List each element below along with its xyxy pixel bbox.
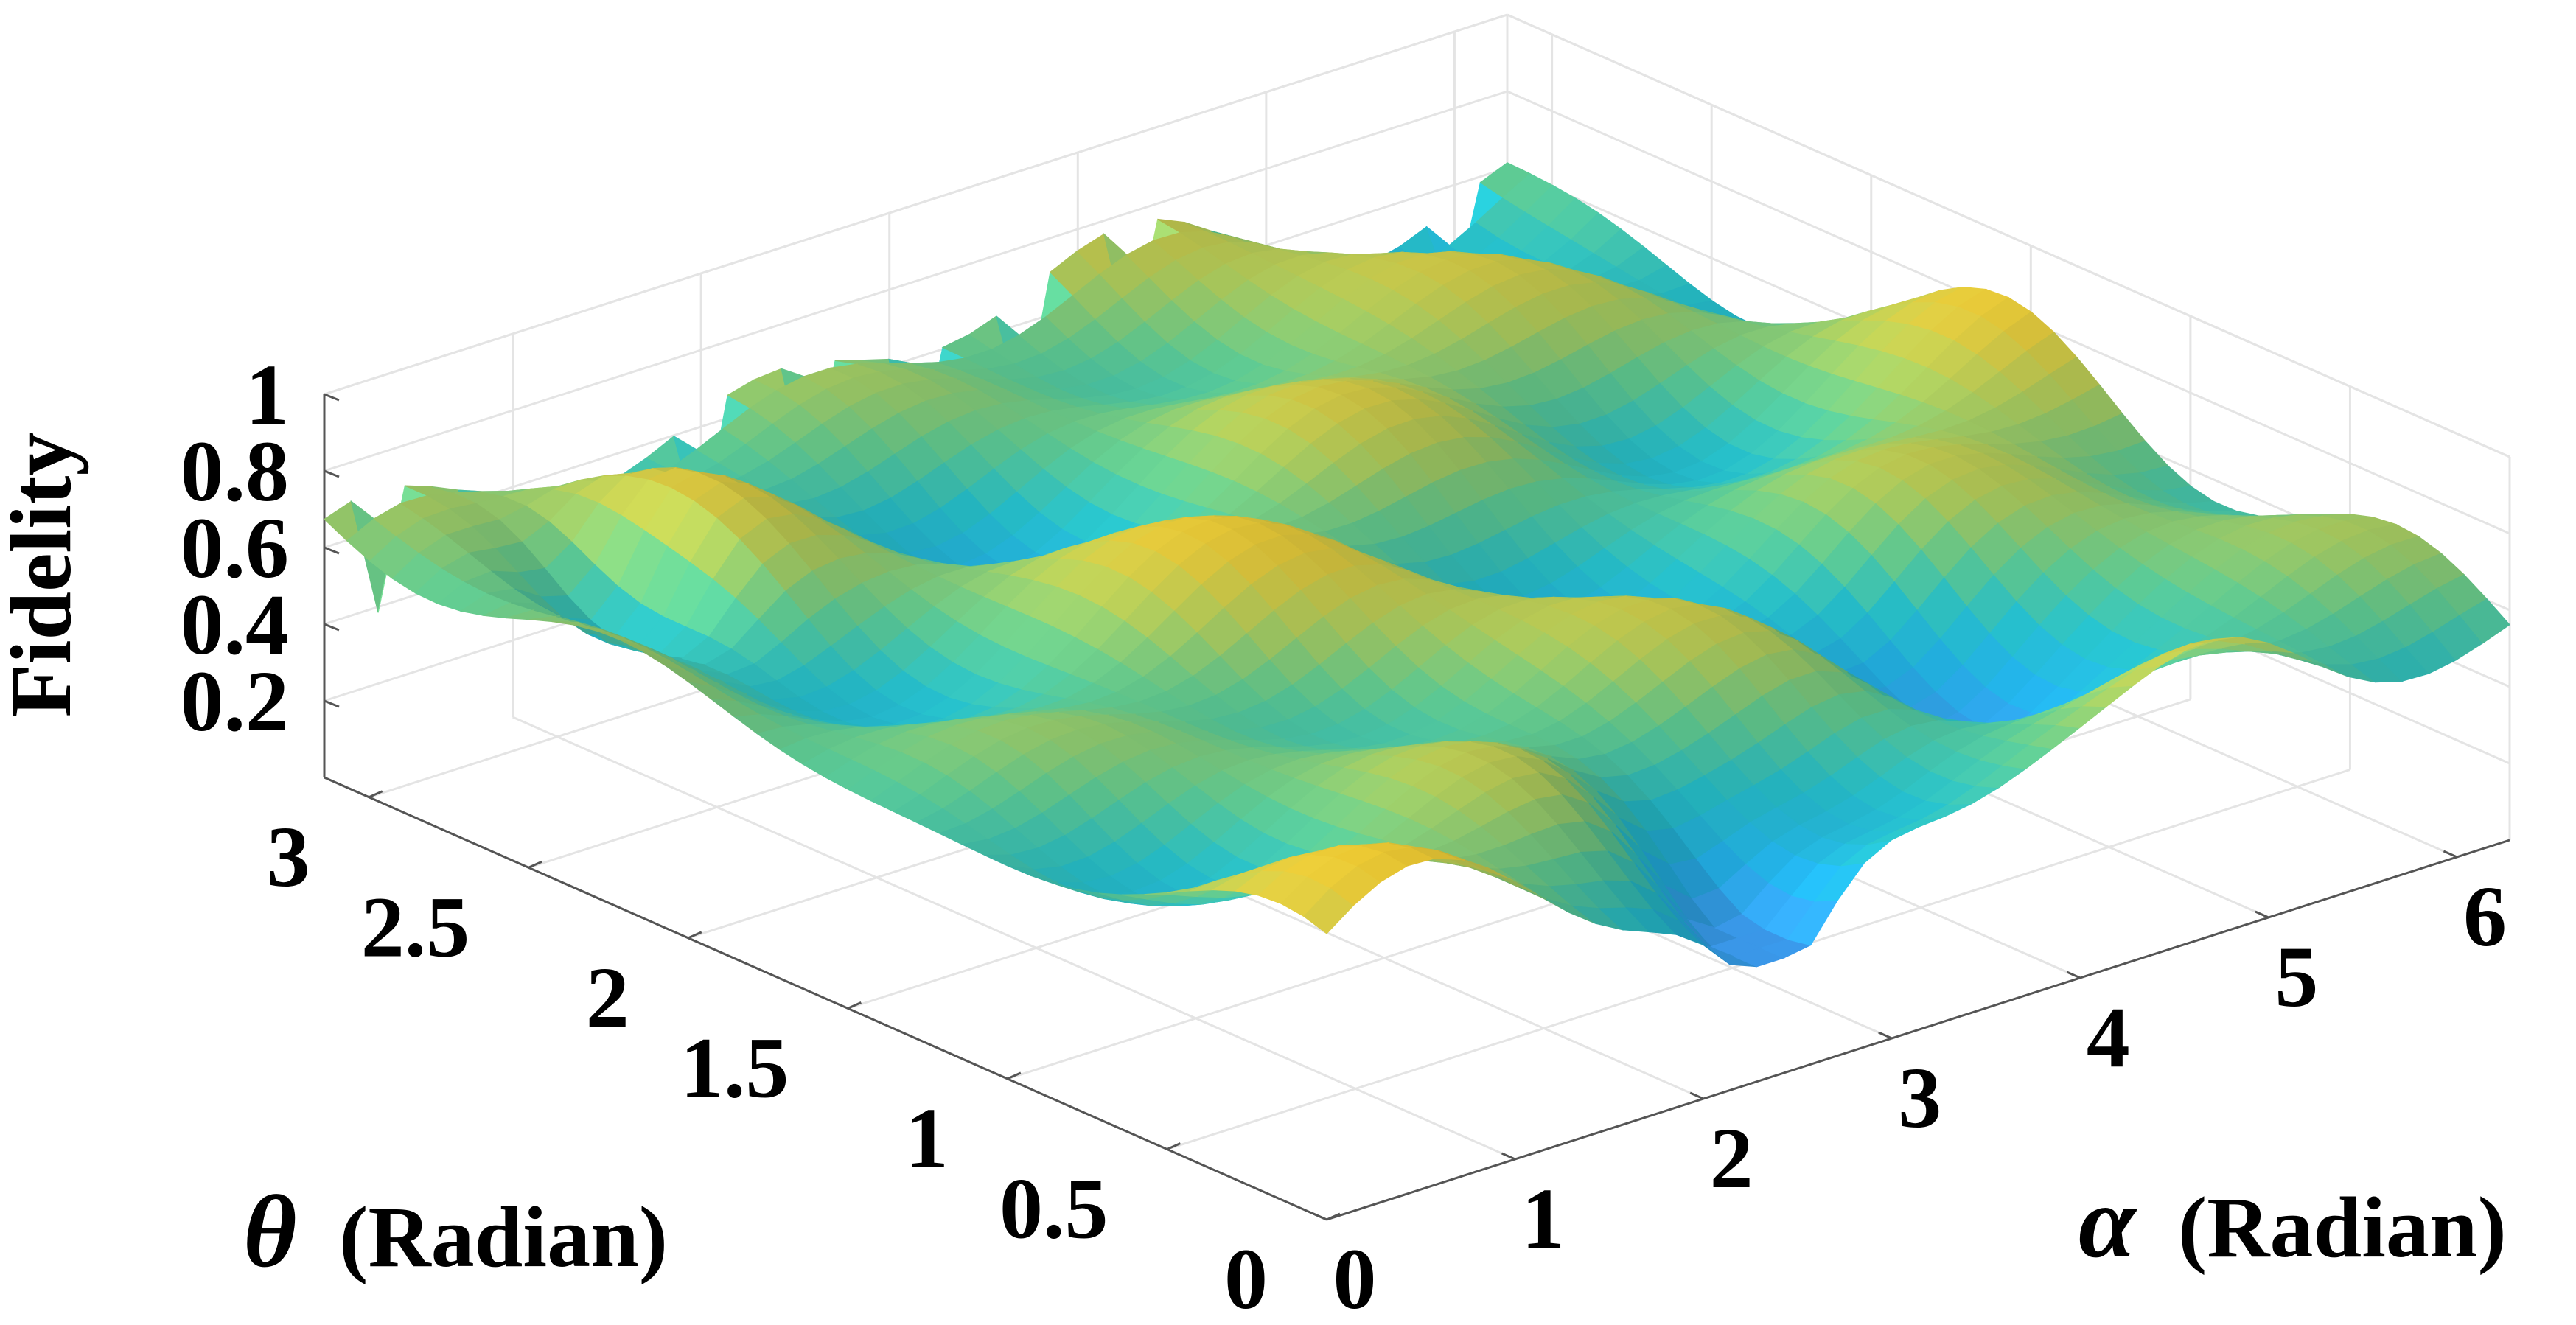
fidelity-surface [324, 162, 2510, 968]
z-tick-mark [324, 393, 340, 402]
z-tick-label: 0.8 [181, 423, 290, 520]
z-axis-label: Fidelity [0, 433, 89, 718]
y-tick-mark [1007, 1071, 1022, 1080]
y-tick-mark [1326, 1212, 1341, 1221]
box-edge [1507, 13, 2510, 458]
y-axis-line [324, 776, 1327, 1221]
y-tick-label: 2 [586, 949, 629, 1046]
x-tick-label: 6 [2463, 868, 2507, 965]
y-tick-mark [1166, 1142, 1181, 1150]
y-tick-label: 0 [1224, 1231, 1268, 1325]
z-tick-mark [324, 469, 340, 478]
y-tick-mark [847, 1001, 862, 1010]
x-tick-mark [2443, 850, 2458, 859]
x-tick-label: 0 [1333, 1231, 1377, 1325]
x-tick-label: 1 [1521, 1170, 1565, 1267]
y-tick-label: 1.5 [680, 1019, 789, 1116]
z-tick-mark [324, 546, 340, 555]
z-tick-label: 0.4 [181, 576, 290, 673]
z-tick-label: 0.6 [181, 500, 290, 596]
y-tick-label: 3 [267, 808, 310, 905]
y-tick-label: 2.5 [361, 878, 470, 975]
x-tick-label: 2 [1710, 1110, 1753, 1206]
z-tick-label: 0.2 [181, 653, 290, 749]
z-tick-mark [324, 699, 340, 708]
y-axis-symbol: θ [243, 1175, 297, 1289]
back-wall-grid-line [324, 90, 1508, 472]
y-tick-label: 0.5 [999, 1160, 1109, 1256]
y-axis-label: θ (Radian) [243, 1175, 668, 1289]
x-tick-label: 5 [2275, 929, 2318, 1025]
z-tick-label: 1 [245, 346, 289, 443]
x-tick-mark [1878, 1031, 1893, 1040]
box-edge [324, 13, 1508, 396]
y-tick-mark [688, 931, 702, 940]
y-axis-unit: (Radian) [339, 1189, 668, 1285]
x-axis-symbol: α [2078, 1165, 2137, 1279]
x-axis-line [1326, 839, 2510, 1221]
x-tick-mark [2255, 910, 2269, 919]
x-tick-label: 3 [1898, 1049, 1941, 1146]
floor-grid-line [512, 716, 1516, 1161]
x-tick-mark [1313, 1212, 1327, 1221]
x-axis-unit: (Radian) [2178, 1179, 2507, 1276]
x-axis-label: α (Radian) [2078, 1165, 2507, 1279]
x-tick-label: 4 [2087, 989, 2130, 1085]
x-tick-mark [2066, 971, 2081, 979]
back-wall-grid-line [324, 167, 1508, 549]
z-tick-mark [324, 623, 340, 632]
x-tick-mark [1501, 1152, 1516, 1161]
y-tick-mark [369, 790, 383, 799]
x-tick-mark [1689, 1091, 1704, 1100]
y-tick-mark [528, 860, 542, 869]
surface-patch [2459, 598, 2510, 644]
y-tick-label: 1 [905, 1090, 949, 1186]
